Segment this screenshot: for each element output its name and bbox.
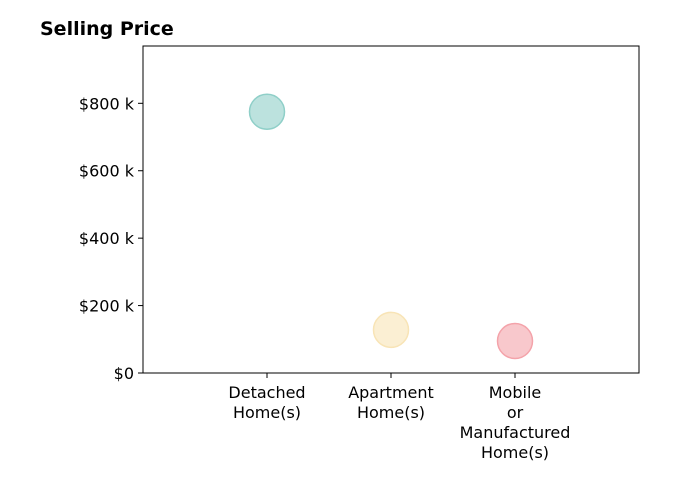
chart-title: Selling Price — [40, 18, 174, 40]
x-tick-label-line: Mobile — [489, 383, 541, 402]
x-tick-label-line: or — [507, 403, 524, 422]
x-tick-label-line: Apartment — [348, 383, 434, 402]
x-tick-label-line: Home(s) — [481, 443, 549, 462]
y-tick-label: $0 — [114, 364, 134, 383]
x-tick-label-line: Manufactured — [460, 423, 571, 442]
x-axis: Detached Home(s)Apartment Home(s)Mobile or M… — [228, 373, 570, 462]
data-point — [248, 93, 286, 130]
x-tick-label-line: Home(s) — [233, 403, 301, 422]
data-points — [248, 93, 534, 360]
y-tick-label: $400 k — [79, 229, 135, 248]
data-point — [372, 311, 410, 349]
x-tick-label-line: Detached — [228, 383, 305, 402]
data-point — [496, 322, 534, 360]
x-tick-label: Detached Home(s) — [228, 383, 305, 422]
x-tick-label: Mobile or Manufactured Home(s) — [460, 383, 571, 462]
y-tick-label: $600 k — [79, 162, 135, 181]
y-axis: $0 $200 k $400 k $600 k $800 k — [79, 94, 143, 383]
x-tick-label: Apartment Home(s) — [348, 383, 434, 422]
y-tick-label: $800 k — [79, 94, 135, 113]
x-tick-label-line: Home(s) — [357, 403, 425, 422]
y-tick-label: $200 k — [79, 297, 135, 316]
